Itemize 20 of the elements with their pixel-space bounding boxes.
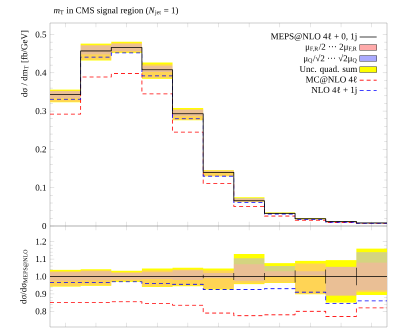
legend-label: NLO 4ℓ + 1j <box>312 86 356 95</box>
y-tick-label: 0 <box>42 222 46 230</box>
y-tick-label: 0.9 <box>36 290 46 297</box>
y-tick-label: 0.1 <box>36 184 46 191</box>
chart-title: m$_{T}$ in CMS signal region (N$_{jet}$ = 1) <box>54 7 178 16</box>
y-tick-label: 0.8 <box>36 308 46 314</box>
legend-label: Unc. quad. sum <box>300 66 358 74</box>
y-tick-label: 1.1 <box>36 256 46 262</box>
y-tick-label: 1.2 <box>36 238 46 245</box>
y-tick-label: 1.0 <box>36 273 46 280</box>
legend-label: MEPS@NLO 4ℓ + 0, 1j <box>270 33 356 42</box>
y-axis-title: dσ/dσ$_{MEPS@NLO}$ <box>20 250 28 304</box>
legend-label: μ$_{Q}$/√2 ··· √2μ$_{Q}$ <box>304 54 357 64</box>
y-tick-label: 0.5 <box>36 31 46 38</box>
y-tick-label: 0.4 <box>36 70 46 76</box>
y-tick-label: 0.2 <box>36 146 46 152</box>
y-tick-label: 0.3 <box>36 108 46 114</box>
legend-label: μ$_{F,R}$/2 ··· 2μ$_{F,R}$ <box>306 44 357 52</box>
legend-label: MC@NLO 4ℓ <box>306 76 357 84</box>
y-axis-title: dσ / dm$_{T}$ [fb/GeV] <box>20 30 28 97</box>
